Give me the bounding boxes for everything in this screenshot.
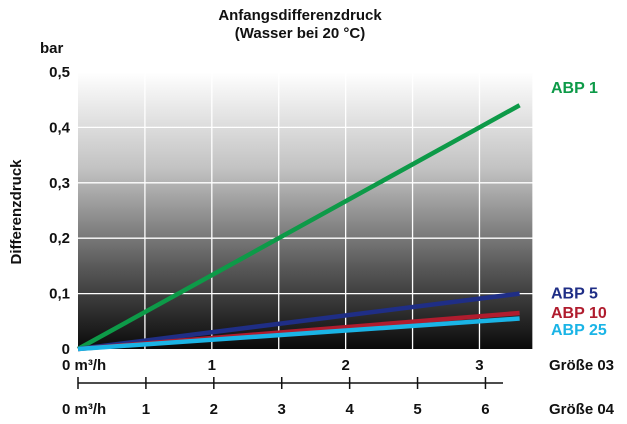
- plot-area: [78, 72, 533, 349]
- series-label: ABP 1: [551, 80, 598, 97]
- x-tick-label-top: 1: [208, 357, 216, 374]
- y-tick-label: 0: [62, 341, 70, 358]
- series-line: [77, 316, 520, 352]
- x-tick-label-top: 2: [341, 357, 349, 374]
- x-axis-name-top: Größe 03: [549, 357, 614, 374]
- y-tick-label: 0,1: [49, 286, 70, 303]
- x-tick-label-top: 0 m³/h: [62, 357, 106, 374]
- x-tick-label-bottom: 4: [345, 401, 354, 418]
- chart-title: Anfangsdifferenzdruck: [218, 7, 382, 24]
- x-tick-label-bottom: 3: [278, 401, 286, 418]
- x-tick-label-bottom: 0 m³/h: [62, 401, 106, 418]
- y-tick-label: 0,3: [49, 175, 70, 192]
- x-tick-label-bottom: 5: [413, 401, 421, 418]
- series-line: [76, 103, 521, 351]
- x-tick-label-bottom: 1: [142, 401, 150, 418]
- series-label: ABP 10: [551, 305, 607, 322]
- y-tick-label: 0,5: [49, 64, 70, 81]
- axes: 0 0,1 0,2 0,3 0,4 0,5 0 m³/h 1 2 3 Größe 03 0 m³/h 1…: [49, 64, 615, 418]
- y-unit-label: bar: [40, 40, 64, 57]
- grid-lines: [78, 71, 534, 349]
- chart-subtitle: (Wasser bei 20 °C): [235, 25, 366, 42]
- x-tick-label-bottom: 6: [481, 401, 489, 418]
- x-tick-label-top: 3: [475, 357, 483, 374]
- y-axis-title: Differenzdruck: [8, 159, 25, 265]
- y-tick-label: 0,4: [49, 119, 71, 136]
- x-axis-name-bottom: Größe 04: [549, 401, 615, 418]
- y-tick-label: 0,2: [49, 230, 70, 247]
- series-lines: [76, 103, 521, 352]
- series-line: [77, 291, 520, 352]
- x-tick-label-bottom: 2: [210, 401, 218, 418]
- series-label: ABP 25: [551, 322, 607, 339]
- series-label: ABP 5: [551, 286, 598, 303]
